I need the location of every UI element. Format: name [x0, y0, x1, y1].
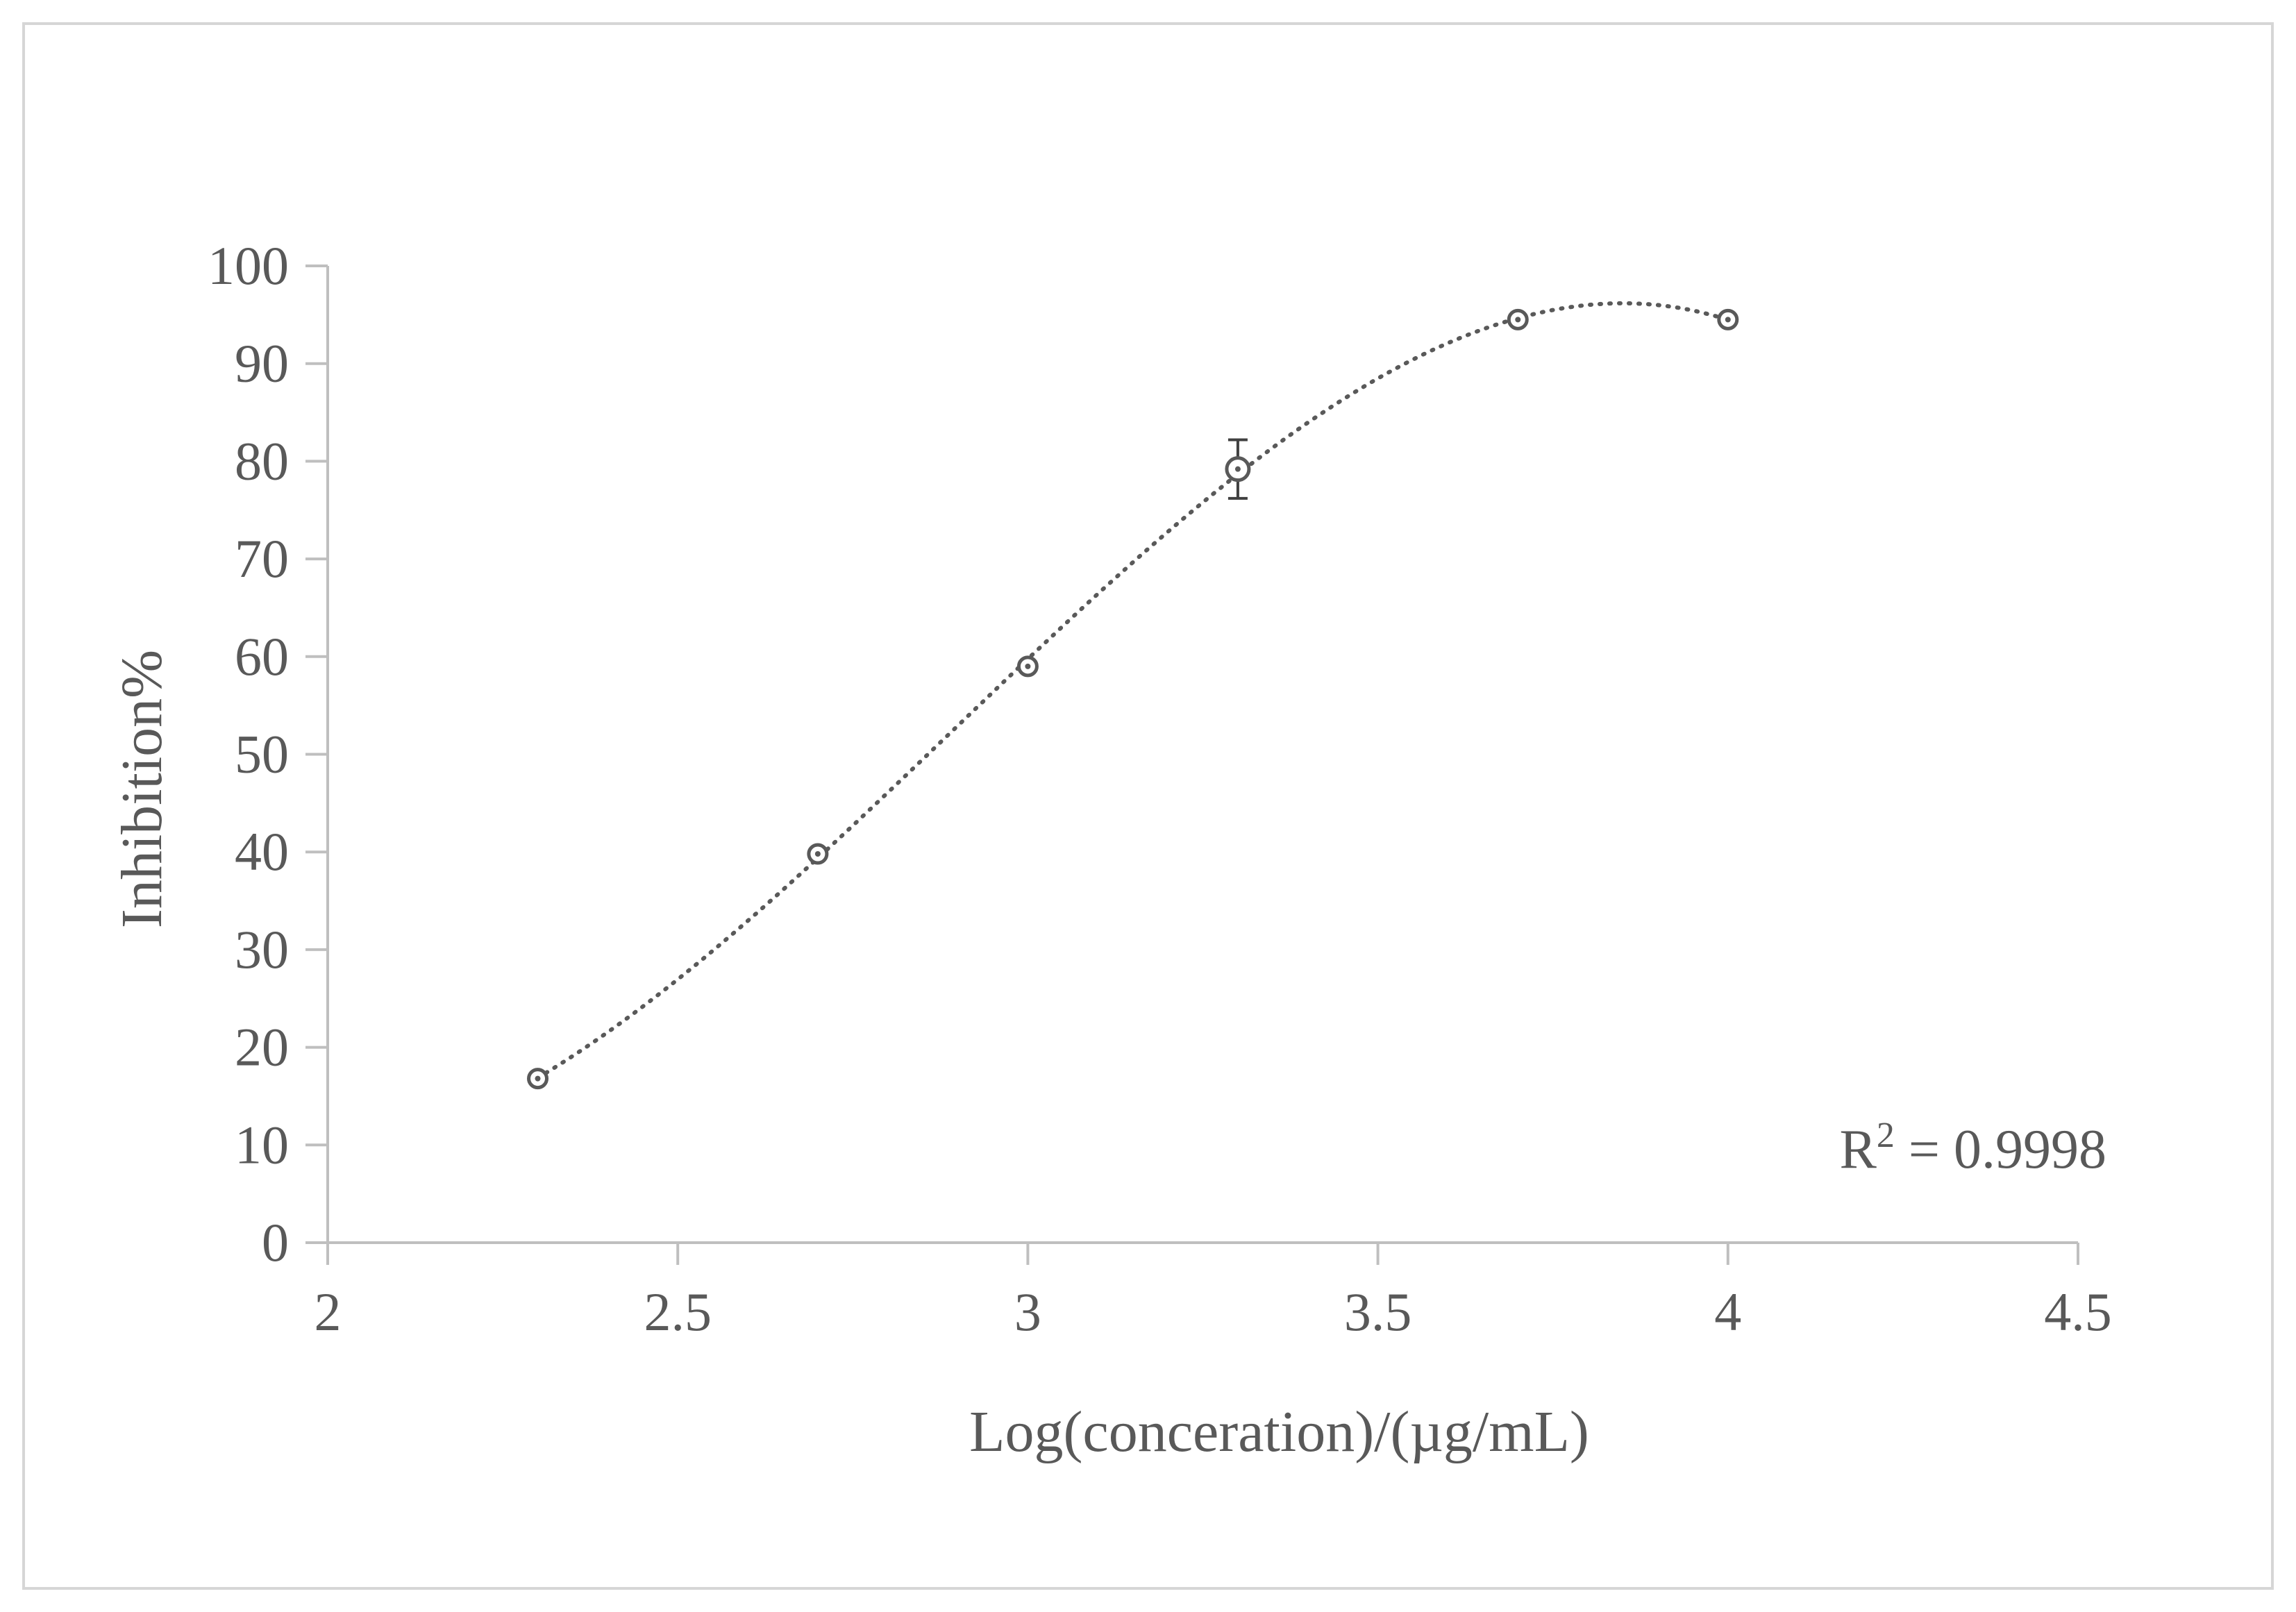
r2-superscript: 2 — [1877, 1116, 1895, 1155]
axes — [326, 266, 2078, 1244]
chart-frame — [22, 22, 2274, 1590]
x-tick-label: 2 — [315, 1282, 342, 1342]
data-point-center — [1515, 317, 1521, 323]
data-point-center — [535, 1075, 541, 1082]
y-tick-label: 90 — [235, 333, 289, 394]
data-points — [527, 308, 1739, 1090]
x-tick-label: 3.5 — [1344, 1282, 1412, 1342]
r-squared-annotation: R2 = 0.9998 — [1840, 1116, 2106, 1180]
y-tick-label: 50 — [235, 724, 289, 784]
y-tick-label: 70 — [235, 528, 289, 589]
y-tick-label: 40 — [235, 821, 289, 882]
x-tick-label: 2.5 — [644, 1282, 712, 1342]
r2-value: = 0.9998 — [1895, 1119, 2106, 1180]
x-tick-label: 3 — [1014, 1282, 1041, 1342]
r2-prefix: R — [1840, 1119, 1877, 1180]
y-tick-label: 80 — [235, 430, 289, 491]
y-tick-label: 0 — [262, 1212, 289, 1273]
x-ticks: 2 2.5 3 3.5 4 4.5 — [315, 1243, 2112, 1342]
y-tick-label: 30 — [235, 919, 289, 980]
data-point-center — [1234, 466, 1241, 472]
x-axis-title: Log(conceration)/(µg/mL) — [969, 1400, 1589, 1464]
y-tick-label: 100 — [208, 235, 289, 296]
y-tick-label: 10 — [235, 1114, 289, 1175]
trendline — [535, 301, 1730, 1080]
x-tick-label: 4 — [1714, 1282, 1741, 1342]
data-point-center — [1725, 317, 1731, 323]
y-axis-title: Inhibition% — [110, 650, 174, 928]
data-point-center — [814, 851, 821, 857]
y-tick-label: 20 — [235, 1017, 289, 1077]
x-tick-label: 4.5 — [2044, 1282, 2112, 1342]
y-ticks: 0 10 20 30 40 50 60 70 80 90 100 — [208, 235, 328, 1273]
data-point-center — [1025, 663, 1031, 669]
y-tick-label: 60 — [235, 626, 289, 687]
